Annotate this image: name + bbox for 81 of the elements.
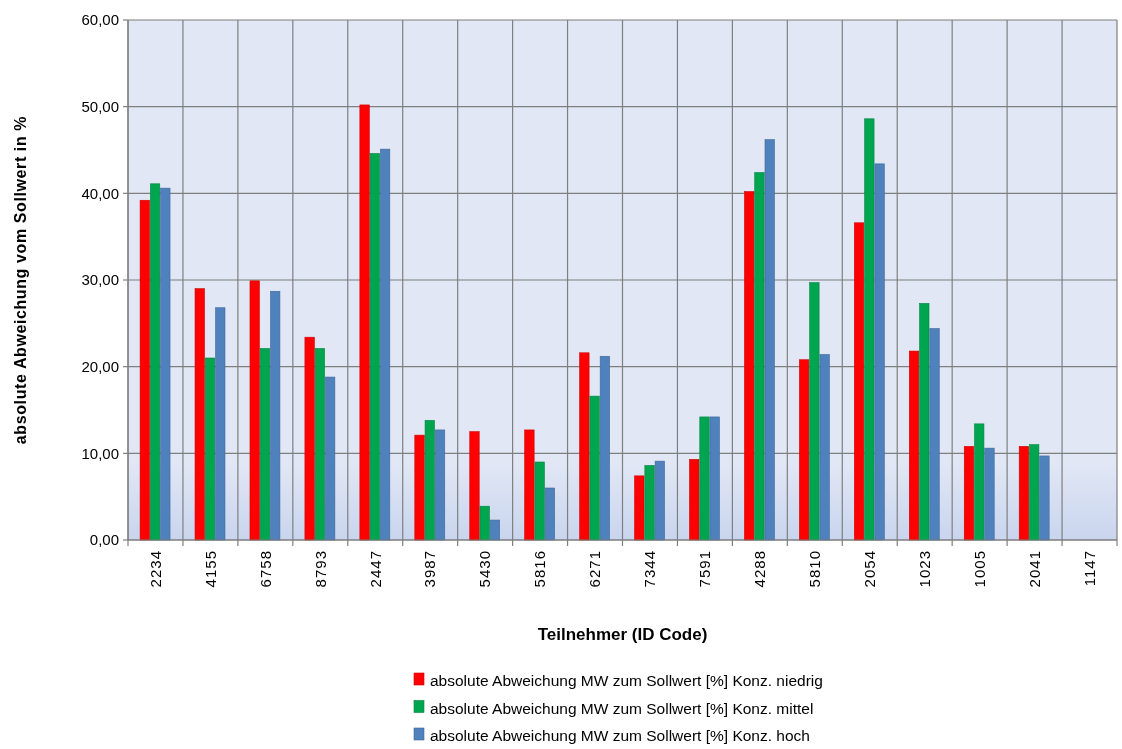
bar (864, 118, 875, 541)
x-tick-label: 6271 (586, 550, 604, 588)
x-tick-label: 5430 (476, 550, 494, 588)
bar (709, 416, 720, 541)
bar (160, 187, 171, 541)
bar (744, 191, 755, 541)
bar (644, 465, 655, 541)
bar (304, 336, 315, 541)
bar (424, 420, 435, 541)
bar (1029, 444, 1040, 541)
bar (325, 376, 336, 541)
bar (469, 431, 480, 541)
bar (194, 288, 205, 541)
x-tick-label: 8793 (311, 550, 329, 588)
x-tick-label: 3987 (421, 550, 439, 588)
bar (974, 423, 985, 541)
bar (599, 355, 610, 541)
y-tick-label: 40,00 (81, 184, 119, 202)
bar (854, 222, 865, 541)
bar (1039, 455, 1050, 541)
bar (634, 475, 645, 541)
bar (479, 505, 490, 541)
x-tick-label: 6758 (256, 550, 274, 588)
bar (929, 328, 940, 541)
bar (215, 307, 226, 541)
bar (654, 460, 665, 541)
bar (909, 350, 920, 541)
x-tick-label: 5816 (531, 550, 549, 588)
bar (579, 352, 590, 541)
bar (534, 461, 545, 541)
x-tick-label: 7591 (696, 550, 714, 588)
bar (249, 280, 260, 541)
bar (359, 104, 370, 541)
y-tick-label: 10,00 (81, 444, 119, 462)
bar (689, 459, 700, 541)
bar (259, 348, 270, 541)
bar (963, 446, 974, 541)
bar (369, 153, 380, 541)
bar (799, 359, 810, 541)
bar (589, 395, 600, 541)
bar (139, 199, 150, 541)
y-tick-label: 60,00 (81, 11, 119, 29)
bar (544, 487, 555, 541)
y-tick-label: 0,00 (89, 531, 119, 549)
y-axis-title: absolute Abweichung vom Sollwert in % (12, 115, 29, 445)
bar (984, 447, 995, 541)
x-tick-label: 2041 (1025, 550, 1043, 588)
bar (270, 290, 281, 541)
bar (874, 163, 885, 541)
x-tick-label: 4155 (201, 550, 219, 588)
legend-label: absolute Abweichung MW zum Sollwert [%] Konz. niedrig (430, 672, 823, 690)
bar (150, 183, 161, 541)
x-tick-label: 2447 (366, 550, 384, 588)
x-tick-label: 5810 (806, 550, 824, 588)
x-tick-label: 1023 (915, 550, 933, 588)
bar (809, 282, 820, 541)
bar (204, 357, 216, 541)
bar (754, 172, 765, 541)
bar (380, 148, 391, 541)
bar (489, 519, 500, 541)
legend-label: absolute Abweichung MW zum Sollwert [%] Konz. hoch (430, 727, 810, 745)
bar (699, 416, 710, 541)
bar (919, 303, 930, 541)
x-tick-label: 7344 (641, 550, 659, 588)
legend-label: absolute Abweichung MW zum Sollwert [%] Konz. mittel (430, 699, 814, 717)
bar (1018, 446, 1029, 541)
y-tick-label: 30,00 (81, 271, 119, 289)
x-axis-title: Teilnehmer (ID Code) (537, 625, 708, 644)
bar (524, 429, 535, 541)
x-tick-label: 1147 (1080, 550, 1098, 587)
x-tick-label: 2054 (861, 550, 878, 588)
bar (764, 139, 775, 541)
x-tick-label: 2234 (146, 550, 164, 588)
y-tick-label: 50,00 (81, 97, 119, 115)
y-tick-label: 20,00 (81, 357, 119, 375)
bar (314, 348, 325, 541)
bar (435, 429, 446, 541)
bar (819, 354, 830, 541)
x-tick-label: 4288 (751, 550, 769, 588)
x-tick-label: 1005 (970, 550, 988, 588)
bar (414, 434, 425, 541)
